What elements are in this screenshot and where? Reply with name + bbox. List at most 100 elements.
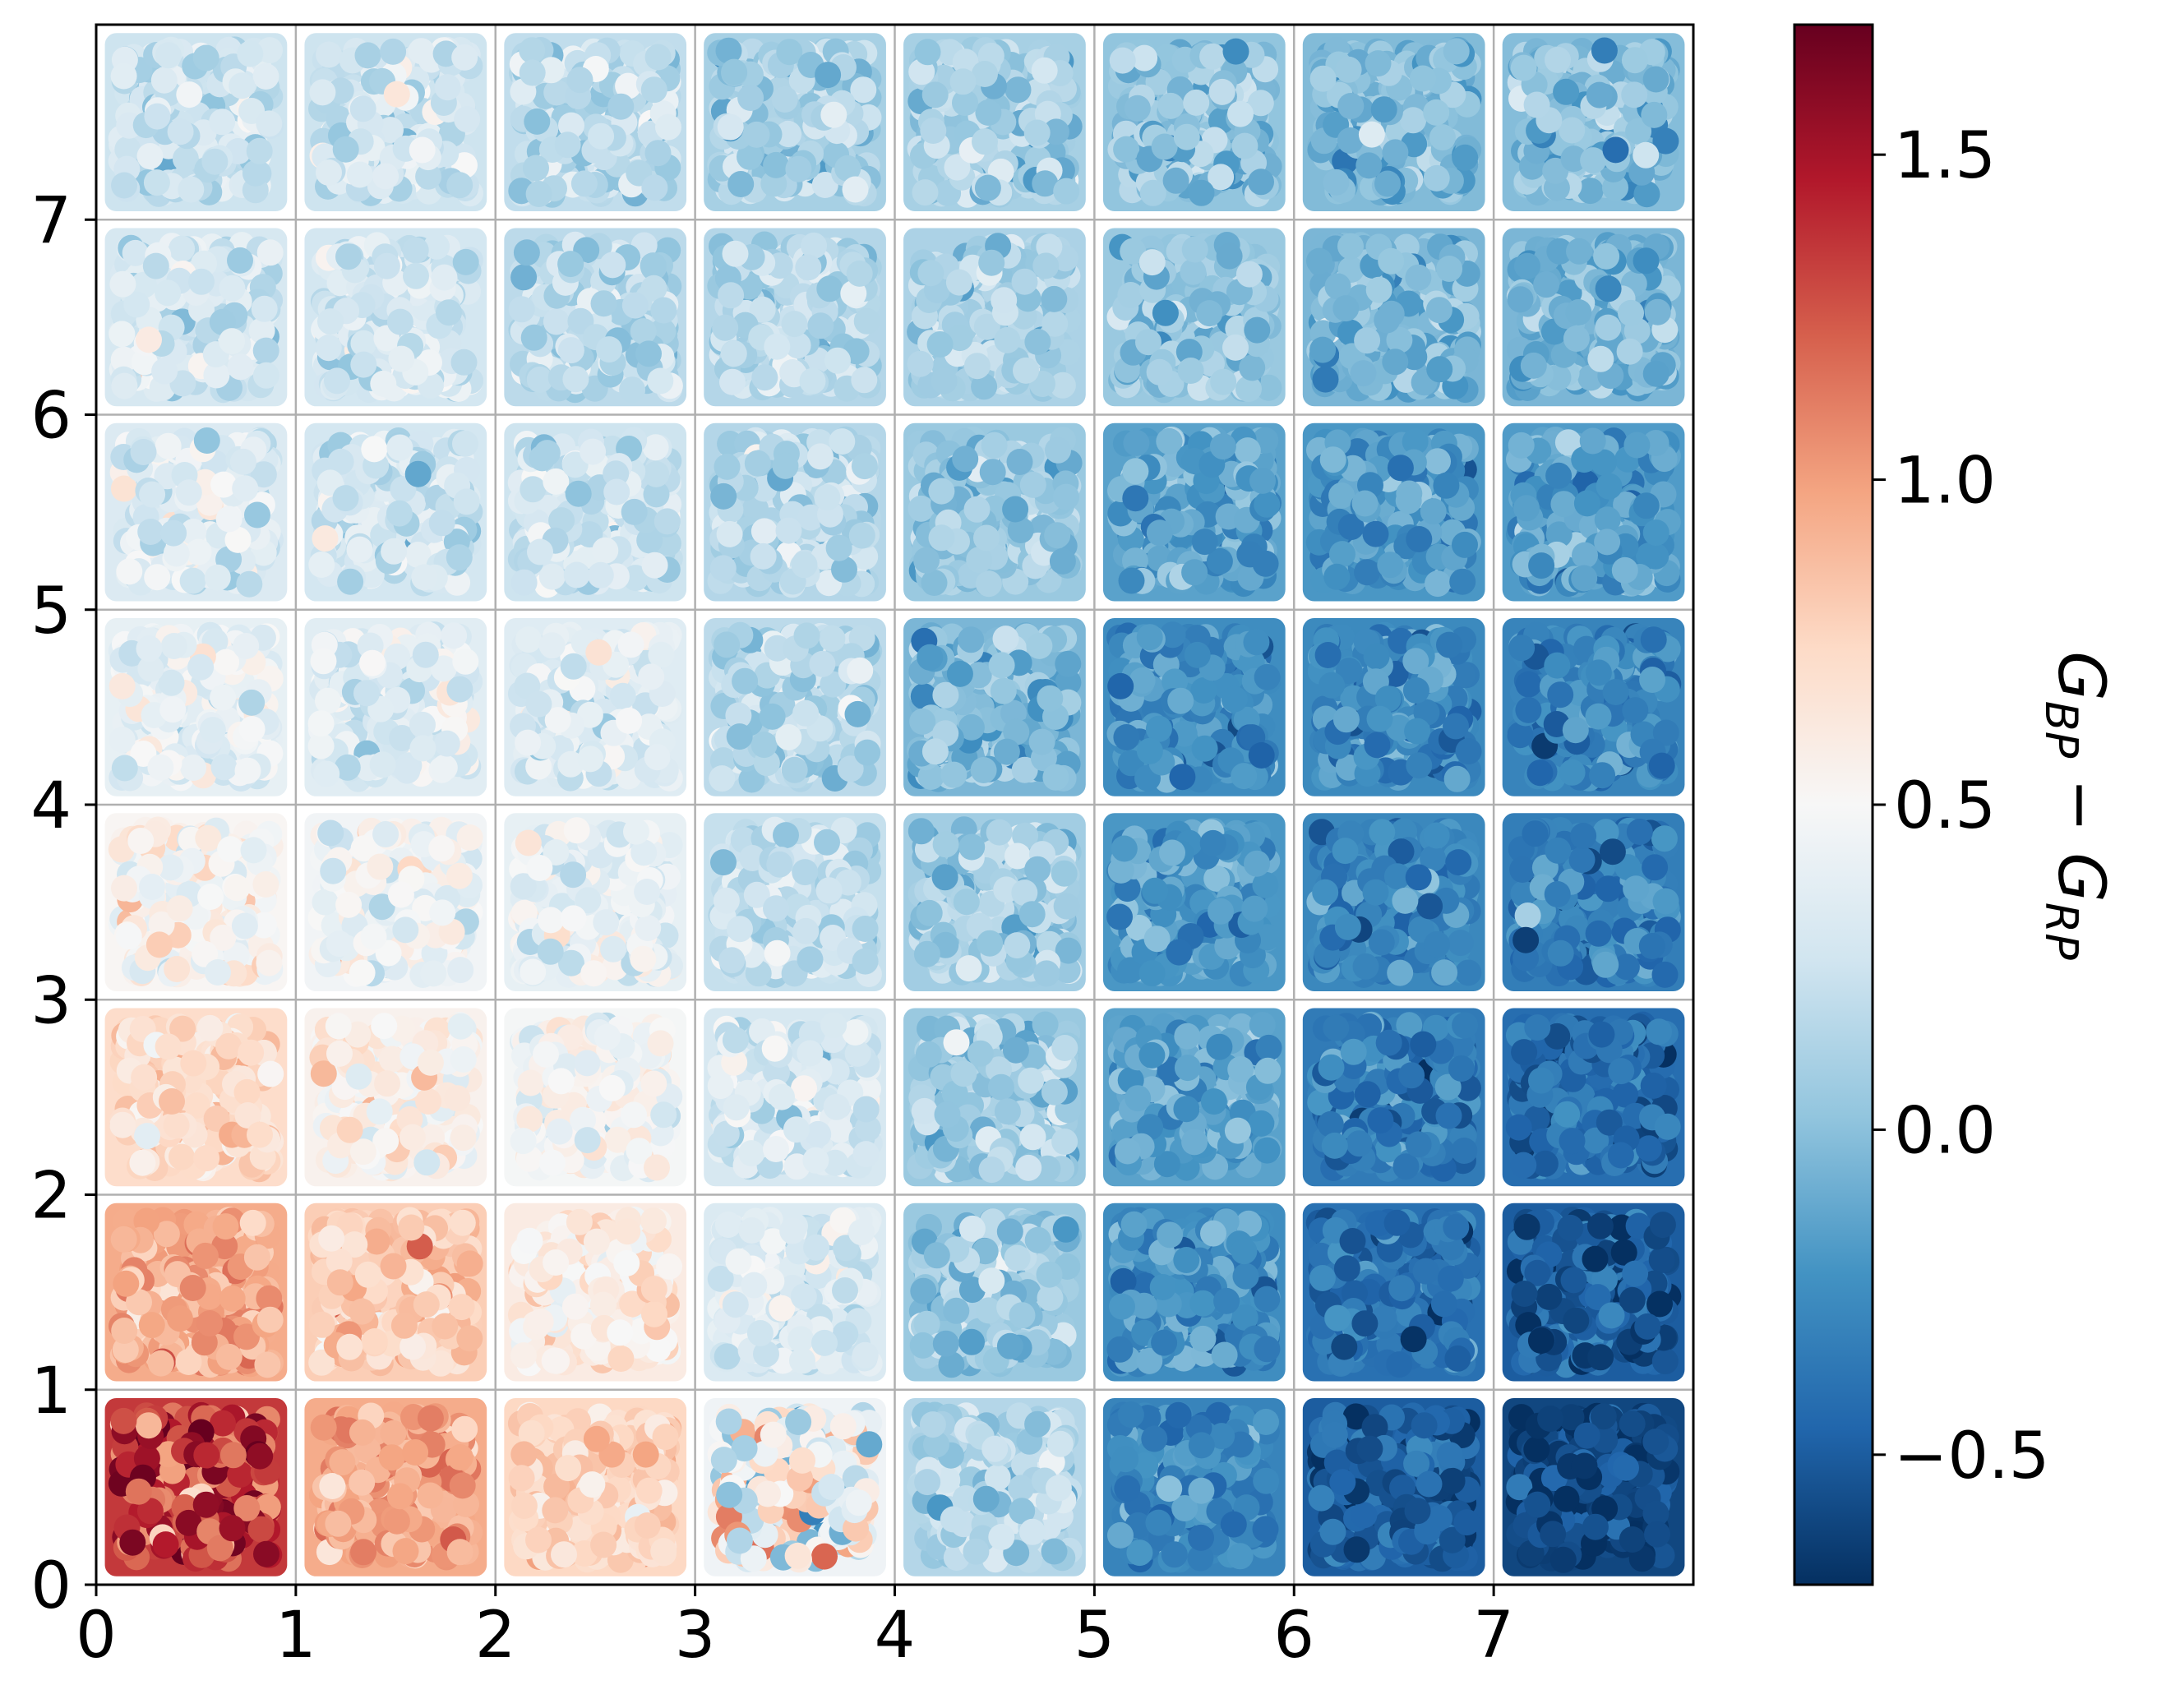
- data-point: [219, 1442, 247, 1469]
- data-point: [110, 1407, 137, 1434]
- data-point: [449, 1209, 476, 1236]
- data-point: [847, 1219, 875, 1246]
- data-point: [852, 1141, 880, 1168]
- data-point: [647, 1030, 674, 1057]
- data-point: [909, 1332, 936, 1359]
- data-point: [1120, 1211, 1148, 1238]
- data-point: [1226, 1543, 1254, 1570]
- data-point: [1321, 1421, 1348, 1448]
- data-point: [1231, 1238, 1258, 1265]
- data-point: [981, 1435, 1009, 1462]
- data-point: [119, 1529, 146, 1556]
- data-point: [818, 1474, 845, 1500]
- data-point: [527, 1309, 554, 1335]
- data-point: [159, 1088, 185, 1115]
- data-point: [366, 1098, 393, 1125]
- cell-r2-c0: [104, 1008, 288, 1187]
- data-point: [510, 1493, 538, 1519]
- data-point: [911, 1097, 938, 1124]
- data-point: [386, 1483, 413, 1510]
- data-point: [247, 1516, 275, 1543]
- data-point: [1356, 1435, 1383, 1462]
- data-point: [934, 1101, 961, 1128]
- data-point: [510, 1441, 538, 1468]
- data-point: [1024, 1226, 1051, 1253]
- data-point: [1157, 1221, 1184, 1249]
- data-point: [763, 1136, 789, 1162]
- data-point: [634, 1512, 661, 1539]
- data-point: [169, 1143, 195, 1170]
- data-point: [1254, 1286, 1281, 1313]
- data-point: [811, 1543, 838, 1570]
- data-point: [413, 1291, 440, 1318]
- data-point: [1036, 1261, 1063, 1288]
- data-point: [1019, 1124, 1046, 1151]
- data-point: [574, 1127, 601, 1154]
- data-point: [215, 1343, 242, 1370]
- data-point: [1582, 1513, 1609, 1540]
- data-point: [310, 1414, 337, 1441]
- data-point: [1351, 1310, 1379, 1337]
- data-point: [125, 1478, 152, 1505]
- data-point: [978, 1267, 1005, 1295]
- data-point: [635, 1477, 663, 1504]
- data-point: [219, 1515, 246, 1542]
- data-point: [561, 1293, 589, 1320]
- data-point: [988, 1524, 1015, 1550]
- data-point: [134, 1123, 160, 1150]
- data-point: [811, 1329, 838, 1356]
- cell-r0-c3: [704, 1397, 886, 1576]
- data-point: [940, 1506, 967, 1533]
- data-point: [539, 1149, 566, 1176]
- cell-r1-c6: [1302, 1203, 1485, 1382]
- data-point: [257, 1060, 284, 1087]
- data-point: [958, 1215, 986, 1242]
- data-point: [740, 1545, 767, 1572]
- data-point: [543, 1249, 570, 1276]
- data-point: [1536, 1283, 1563, 1310]
- data-point: [640, 1276, 667, 1303]
- data-point: [1165, 1401, 1192, 1429]
- data-point: [233, 1495, 261, 1521]
- data-point: [147, 1350, 174, 1377]
- data-point: [1051, 1035, 1078, 1061]
- data-point: [1008, 1475, 1035, 1502]
- data-point: [805, 1120, 832, 1147]
- data-point: [1151, 1329, 1178, 1356]
- data-point: [196, 1014, 224, 1041]
- data-point: [192, 1491, 219, 1518]
- data-point: [238, 1039, 265, 1066]
- data-point: [345, 1063, 372, 1090]
- cell-r1-c1: [304, 1203, 487, 1382]
- data-point: [1436, 1442, 1463, 1469]
- data-point: [1018, 1067, 1045, 1094]
- data-point: [1430, 1290, 1457, 1318]
- data-point: [131, 1064, 158, 1091]
- data-point: [1586, 1212, 1614, 1239]
- data-point: [383, 1507, 410, 1535]
- data-point: [755, 1480, 781, 1507]
- data-point: [349, 1469, 376, 1496]
- data-point: [613, 1250, 640, 1276]
- data-point: [212, 1213, 239, 1240]
- data-point: [1045, 1475, 1072, 1502]
- data-point: [135, 1412, 162, 1439]
- data-point: [852, 1096, 880, 1123]
- data-point: [1619, 1410, 1646, 1438]
- data-point: [136, 1498, 164, 1525]
- data-point: [1009, 1302, 1036, 1329]
- data-point: [589, 1291, 617, 1318]
- data-point: [363, 1228, 390, 1255]
- data-point: [725, 1248, 752, 1275]
- data-point: [1019, 1518, 1046, 1545]
- data-point: [1188, 1524, 1214, 1551]
- data-point: [256, 1306, 284, 1333]
- data-point: [113, 1270, 140, 1297]
- data-point: [607, 1319, 634, 1346]
- data-point: [193, 1145, 220, 1172]
- data-point: [253, 1540, 279, 1567]
- data-point: [1052, 1216, 1079, 1243]
- data-point: [958, 1328, 985, 1355]
- data-point: [1141, 1425, 1168, 1452]
